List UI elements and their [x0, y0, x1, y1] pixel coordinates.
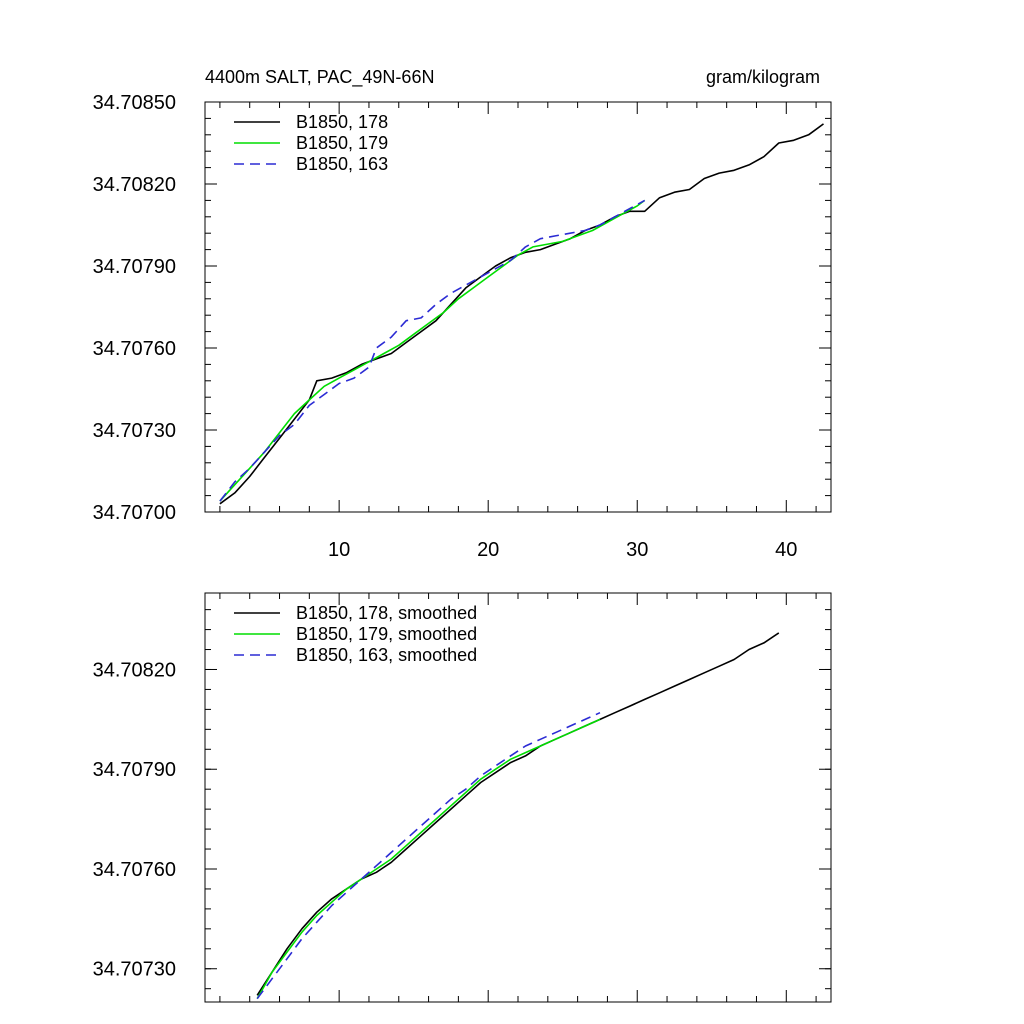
y-tick-label: 34.70820 — [93, 659, 176, 681]
series-line — [219, 199, 646, 502]
legend-label: B1850, 179 — [296, 133, 388, 153]
bottom-panel: 34.70730 34.70760 34.70790 34.70820 B1850, 1… — [93, 592, 832, 1003]
series-line — [219, 123, 824, 505]
legend-label: B1850, 178, smoothed — [296, 603, 477, 623]
top-panel: 34.70700 34.70730 34.70760 34.70790 34.70820… — [93, 67, 832, 561]
series-line — [256, 632, 780, 996]
legend-label: B1850, 163 — [296, 154, 388, 174]
y-tick-label: 34.70790 — [93, 759, 176, 781]
y-tick-label: 34.70700 — [93, 502, 176, 524]
y-tick-label: 34.70760 — [93, 338, 176, 360]
y-tick-label: 34.70730 — [93, 420, 176, 442]
y-tick-label: 34.70850 — [93, 92, 176, 114]
y-tick-label: 34.70760 — [93, 859, 176, 881]
x-tick-label: 30 — [626, 539, 648, 561]
series-line — [219, 199, 646, 502]
units-label: gram/kilogram — [706, 67, 820, 87]
chart-title: 4400m SALT, PAC_49N-66N — [205, 67, 434, 88]
x-tick-label: 10 — [328, 539, 350, 561]
y-tick-label: 34.70790 — [93, 256, 176, 278]
series-line — [256, 718, 601, 1000]
legend-label: B1850, 163, smoothed — [296, 645, 477, 665]
legend-label: B1850, 179, smoothed — [296, 624, 477, 644]
series-line — [256, 711, 601, 1000]
x-tick-label: 20 — [477, 539, 499, 561]
y-tick-label: 34.70730 — [93, 959, 176, 981]
y-tick-label: 34.70820 — [93, 174, 176, 196]
x-tick-label: 40 — [775, 539, 797, 561]
legend-label: B1850, 178 — [296, 112, 388, 132]
